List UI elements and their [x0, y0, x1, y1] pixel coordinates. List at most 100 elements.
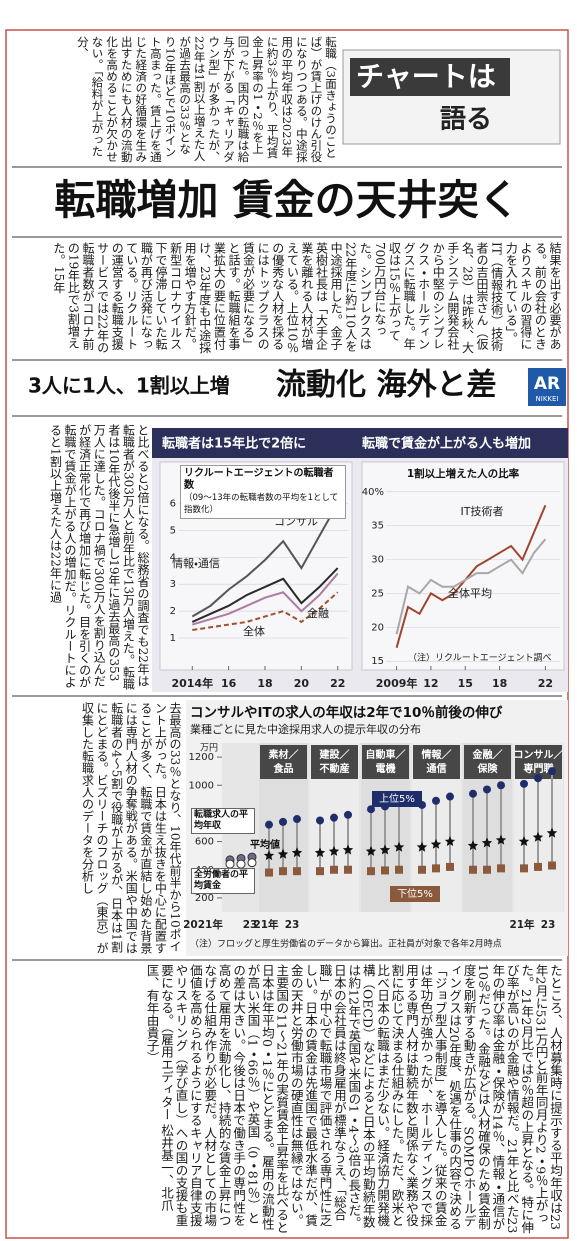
series-label: IT技術者: [461, 504, 504, 518]
x-tick-label: 16: [221, 677, 237, 690]
lower-square: [344, 865, 352, 874]
average-star: [328, 845, 340, 856]
upper-dot: [367, 805, 375, 814]
upper-dot: [497, 781, 505, 790]
legend-label: 上位5%: [379, 792, 415, 805]
legend-box: [372, 791, 422, 807]
upper-dot: [279, 817, 287, 826]
upper-dot: [330, 813, 338, 822]
average-star: [518, 836, 530, 846]
y-tick-label: 3: [170, 579, 176, 590]
average-star: [430, 838, 442, 849]
x-label: 23: [541, 919, 556, 931]
reference-dot: [236, 859, 246, 869]
y-unit: 万円: [200, 743, 218, 754]
y-tick-label: 4: [170, 552, 176, 563]
article-text: 去最高の33％となり、10年代前半から10ポイント上がった。日本は生え抜きを中心…: [80, 702, 182, 954]
chart-title: 転職で賃金が上がる人も増加: [362, 436, 531, 452]
lower-square: [265, 868, 273, 877]
series-label: 情報・通信: [172, 556, 220, 570]
chart-title: コンサルやITの求人の年収は2年で10％前後の伸び: [190, 704, 503, 721]
y-tick-label: 600: [195, 837, 214, 848]
average-star: [481, 837, 493, 848]
average-star: [342, 844, 354, 855]
y-tick-label: 1: [170, 633, 176, 644]
reference-dot: [225, 859, 235, 869]
subheadline-lead: 3人に1人、1割以上増: [28, 374, 230, 398]
average-star: [495, 834, 507, 845]
average-star: [416, 841, 428, 852]
article-text: 結果を出す必要がある。前の会社のときよりスキルの習得に力を入れている」。IT（情…: [51, 242, 562, 354]
series-label: 全体平均: [448, 586, 492, 600]
x-tick-label: 22: [330, 677, 345, 690]
series-line: [395, 538, 547, 635]
lower-square: [534, 862, 542, 871]
category-header: [362, 745, 409, 779]
upper-dot: [483, 785, 491, 794]
series-line: [192, 591, 339, 631]
average-star: [393, 841, 405, 852]
category-label: 不動産: [320, 762, 350, 775]
x-label: 2021年: [183, 918, 223, 931]
x-tick-label: 20: [294, 677, 310, 690]
article-text: と比べると2倍になる。総務省の調査でも22年は転職者が303万人と前年比で13万…: [48, 424, 150, 691]
upper-dot: [432, 796, 440, 805]
series-line: [191, 503, 339, 618]
x-tick-label: 18: [492, 677, 507, 690]
average-star: [291, 847, 303, 858]
y-tick-label: 1000: [189, 780, 214, 791]
lower-square: [395, 865, 403, 874]
lower-square: [381, 866, 389, 875]
average-star: [444, 836, 456, 846]
category-label: 建設／: [319, 748, 350, 761]
category-label: 自動車／: [366, 748, 406, 761]
category-label: 専門職: [524, 762, 554, 775]
reference-dot: [247, 858, 257, 868]
y-tick-label: 25: [371, 588, 384, 599]
legend-box: [390, 886, 440, 902]
category-label: 情報／: [422, 748, 452, 761]
y-tick-label: 200: [195, 893, 214, 904]
category-label: コンサル／: [514, 748, 564, 761]
category-label: 電機: [376, 762, 396, 775]
x-tick-label: 15: [458, 677, 473, 690]
y-tick-label: 6: [170, 498, 176, 509]
average-star: [277, 848, 289, 859]
y-tick-label: 1200: [189, 752, 214, 763]
lower-square: [367, 867, 375, 876]
y-tick-label: 5: [170, 525, 176, 536]
lower-square: [316, 867, 324, 876]
average-star: [532, 831, 544, 842]
series-label: 金融: [307, 607, 329, 620]
lower-square: [548, 861, 556, 870]
subheadline-main: 流動化 海外と差: [276, 368, 496, 403]
category-label: 食品: [274, 762, 294, 775]
average-star: [379, 844, 391, 855]
lower-square: [432, 864, 440, 873]
average-star: [546, 827, 558, 838]
x-tick-label: 2009年: [376, 676, 418, 690]
x-label: 21年: [509, 918, 535, 931]
chart-subtitle: 1割以上増えた人の比率: [407, 467, 520, 480]
x-tick-label: 12: [423, 677, 438, 690]
lower-square: [293, 867, 301, 876]
y-tick-label: 2: [170, 606, 176, 617]
lower-square: [520, 864, 528, 873]
upper-dot: [265, 820, 273, 829]
category-header: [413, 745, 460, 779]
upper-dot: [293, 815, 301, 824]
legend-label: 平均値: [250, 838, 280, 851]
y-tick-label: 40%: [362, 487, 384, 498]
lower-square: [469, 865, 477, 874]
lower-square: [418, 865, 426, 874]
upper-dot: [344, 810, 352, 819]
x-tick-label: 18: [257, 677, 272, 690]
lower-square: [279, 867, 287, 876]
category-label: 金融／: [473, 748, 503, 761]
upper-dot: [520, 779, 528, 788]
plot-area: [361, 461, 565, 671]
chart-note: （09～13年の転職者数の平均を1として指数化）: [184, 493, 339, 515]
legend-label: 下位5%: [397, 887, 433, 900]
lower-square: [483, 865, 491, 874]
chart-subtitle: 業種ごとに見た中途採用求人の提示年収の分布: [190, 722, 421, 736]
